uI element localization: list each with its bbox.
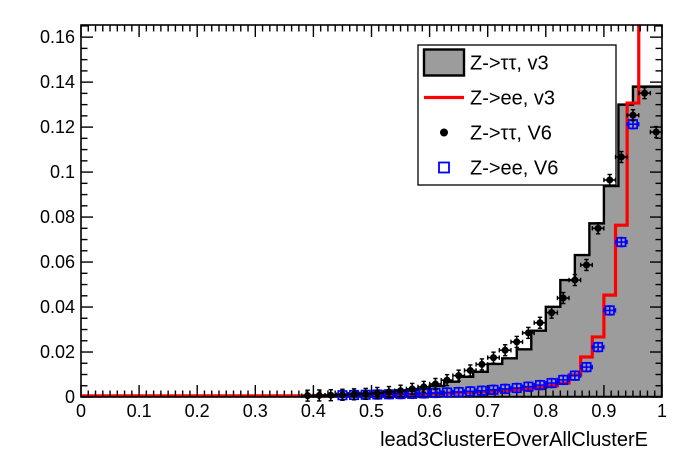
x-axis-title: lead3ClusterEOverAllClusterE — [380, 429, 648, 451]
y-axis-tick-label: 0.12 — [40, 117, 75, 137]
x-axis-tick-label: 0.1 — [127, 401, 152, 421]
data-point-ztautau-v6 — [443, 376, 451, 384]
data-point-zee-v6 — [558, 374, 569, 385]
data-point-ztautau-v6 — [524, 329, 532, 337]
data-point-ztautau-v6 — [641, 89, 649, 97]
legend-entry-label: Z->ττ, V6 — [470, 123, 552, 145]
data-point-ztautau-v6 — [513, 338, 521, 346]
x-axis-tick-label: 0.3 — [243, 401, 268, 421]
data-point-ztautau-v6 — [397, 387, 405, 395]
x-axis-tick-label: 0.6 — [417, 401, 442, 421]
y-axis-tick-label: 0 — [65, 387, 75, 407]
data-point-zee-v6 — [441, 387, 453, 398]
x-axis-tick-label: 0.2 — [185, 401, 210, 421]
data-point-ztautau-v6 — [466, 366, 474, 374]
data-point-zee-v6 — [569, 370, 580, 381]
data-point-ztautau-v6 — [559, 294, 567, 302]
data-point-ztautau-v6 — [490, 354, 498, 362]
x-axis-tick-label: 1 — [657, 401, 667, 421]
data-point-ztautau-v6 — [315, 391, 323, 399]
data-point-zee-v6 — [523, 381, 534, 392]
data-point-zee-v6 — [511, 382, 522, 394]
data-point-zee-v6 — [616, 236, 627, 248]
data-point-ztautau-v6 — [594, 224, 602, 232]
data-point-zee-v6 — [500, 383, 511, 394]
data-point-ztautau-v6 — [338, 391, 346, 399]
data-point-zee-v6 — [581, 362, 592, 373]
data-point-ztautau-v6 — [304, 392, 312, 400]
data-point-ztautau-v6 — [606, 176, 614, 184]
data-point-zee-v6 — [604, 305, 615, 316]
y-axis-tick-label: 0.04 — [40, 297, 75, 317]
data-point-ztautau-v6 — [373, 389, 381, 397]
y-axis-tick-label: 0.02 — [40, 342, 75, 362]
data-point-ztautau-v6 — [536, 319, 544, 327]
x-axis-tick-label: 0.8 — [533, 401, 558, 421]
y-axis-tick-label: 0.1 — [50, 162, 75, 182]
data-point-zee-v6 — [453, 387, 464, 398]
data-point-ztautau-v6 — [408, 385, 416, 393]
data-point-ztautau-v6 — [431, 380, 439, 388]
data-point-ztautau-v6 — [385, 388, 393, 396]
y-axis-tick-label: 0.14 — [40, 72, 75, 92]
x-axis-tick-label: 0 — [76, 401, 86, 421]
y-axis-tick-label: 0.16 — [40, 27, 75, 47]
data-point-zee-v6 — [488, 384, 499, 395]
data-point-zee-v6 — [546, 378, 557, 389]
y-axis-tick-label: 0.06 — [40, 252, 75, 272]
x-axis-tick-label: 0.5 — [359, 401, 384, 421]
legend-entry-label: Z->ee, V6 — [470, 158, 558, 180]
x-axis-tick-label: 0.7 — [475, 401, 500, 421]
y-axis-tick-label: 0.08 — [40, 207, 75, 227]
data-point-ztautau-v6 — [478, 360, 486, 368]
legend-swatch-blue-square — [438, 161, 450, 174]
data-point-ztautau-v6 — [571, 276, 579, 284]
legend-swatch-gray-box — [422, 48, 466, 77]
data-point-ztautau-v6 — [420, 383, 428, 391]
data-point-ztautau-v6 — [455, 372, 463, 380]
data-point-ztautau-v6 — [350, 390, 358, 398]
data-point-ztautau-v6 — [582, 261, 590, 269]
data-point-ztautau-v6 — [501, 346, 509, 354]
legend-swatch-black-dot — [440, 128, 448, 137]
data-point-zee-v6 — [593, 342, 604, 353]
data-point-zee-v6 — [476, 385, 487, 396]
data-point-ztautau-v6 — [327, 391, 335, 399]
legend-entry-label: Z->ττ, v3 — [470, 53, 549, 75]
data-point-zee-v6 — [465, 386, 476, 397]
data-point-ztautau-v6 — [548, 309, 556, 317]
x-axis-tick-label: 0.4 — [301, 401, 326, 421]
data-point-ztautau-v6 — [652, 128, 660, 136]
data-point-ztautau-v6 — [617, 153, 625, 161]
legend-entry-label: Z->ee, v3 — [470, 88, 555, 110]
x-axis-tick-label: 0.9 — [591, 401, 616, 421]
data-point-ztautau-v6 — [362, 390, 370, 398]
data-point-ztautau-v6 — [629, 111, 637, 119]
data-point-zee-v6 — [534, 380, 546, 391]
